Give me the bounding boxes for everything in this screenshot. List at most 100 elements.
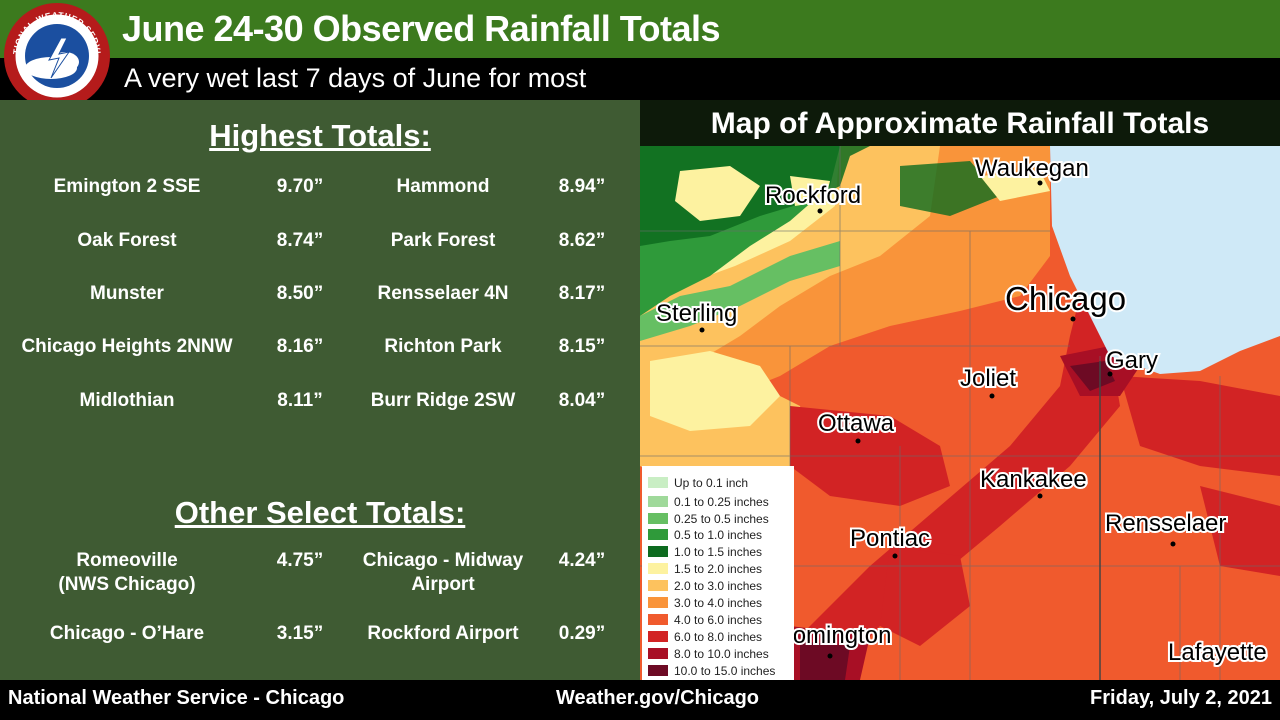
legend-item: 0.25 to 0.5 inches <box>648 511 769 527</box>
city-dot <box>699 327 705 333</box>
city-dot <box>817 208 823 214</box>
legend-swatch <box>648 631 668 643</box>
legend-item: 1.0 to 1.5 inches <box>648 544 762 560</box>
rain-zone <box>650 351 780 431</box>
rain-zone <box>675 166 760 221</box>
site-name: Romeoville (NWS Chicago) <box>0 549 254 597</box>
legend-item: 0.5 to 1.0 inches <box>648 527 762 543</box>
site-name: Chicago Heights 2NNW <box>21 336 233 357</box>
nws-logo: NATIONAL WEATHER SERVICE <box>3 2 110 109</box>
legend-swatch <box>648 513 668 525</box>
rain-total: 4.24” <box>558 550 606 571</box>
legend-item: 0.1 to 0.25 inches <box>648 494 769 510</box>
rain-total: 4.75” <box>276 550 324 571</box>
highest-totals-heading: Highest Totals: <box>209 118 431 153</box>
site-name: Emington 2 SSE <box>53 176 201 197</box>
rain-total: 8.16” <box>276 336 324 357</box>
subtitle-bar <box>0 58 1280 100</box>
map-title: Map of Approximate Rainfall Totals <box>640 100 1280 146</box>
legend-swatch <box>648 496 668 508</box>
city-label: Rockford <box>765 182 861 209</box>
city-label: Lafayette <box>1168 639 1267 666</box>
legend-swatch <box>648 580 668 592</box>
footer-bar <box>0 680 1280 720</box>
rain-total: 8.94” <box>558 176 606 197</box>
rain-total: 8.50” <box>276 283 324 304</box>
site-name: Chicago - O’Hare <box>49 623 205 644</box>
rain-total: 8.74” <box>276 230 324 251</box>
legend-label: 0.5 to 1.0 inches <box>674 528 763 542</box>
footer-url[interactable]: Weather.gov/Chicago <box>556 687 760 709</box>
legend-swatch <box>648 648 668 660</box>
city-label: Kankakee <box>980 466 1087 493</box>
city-dot <box>855 438 861 444</box>
city-dot <box>827 653 833 659</box>
site-name: Rensselaer 4N <box>377 283 509 304</box>
lake-michigan <box>1050 146 1280 374</box>
rain-zone <box>1120 376 1280 476</box>
legend-label: 8.0 to 10.0 inches <box>674 647 769 661</box>
page-title: June 24-30 Observed Rainfall Totals <box>122 8 721 49</box>
rain-total: 8.15” <box>558 336 606 357</box>
legend-swatch <box>648 546 668 558</box>
city-label: Rensselaer <box>1105 510 1226 537</box>
site-name: Munster <box>90 283 164 304</box>
legend-item: 4.0 to 6.0 inches <box>648 612 762 628</box>
city-dot <box>1037 180 1043 186</box>
legend-label: 6.0 to 8.0 inches <box>674 630 763 644</box>
city-dot <box>892 553 898 559</box>
site-name-line: Airport <box>411 574 475 595</box>
legend-label: Up to 0.1 inch <box>674 476 749 490</box>
rain-total: 3.15” <box>276 623 324 644</box>
city-label: Pontiac <box>850 525 930 552</box>
legend-item: 10.0 to 15.0 inches <box>648 663 775 679</box>
rain-zone <box>1070 361 1115 391</box>
map-legend: Up to 0.1 inch 0.1 to 0.25 inches 0.25 t… <box>642 466 794 680</box>
legend-item: 2.0 to 3.0 inches <box>648 578 762 594</box>
site-name: Richton Park <box>384 336 502 357</box>
footer-date: Friday, July 2, 2021 <box>1090 687 1272 709</box>
legend-label: 4.0 to 6.0 inches <box>674 613 763 627</box>
other-totals-heading: Other Select Totals: <box>174 495 466 530</box>
rain-total: 0.29” <box>558 623 606 644</box>
site-name: Park Forest <box>390 230 496 251</box>
rain-zone <box>980 171 1050 201</box>
legend-label: 0.1 to 0.25 inches <box>674 495 769 509</box>
site-name: Burr Ridge 2SW <box>370 390 516 411</box>
city-dot <box>1037 493 1043 499</box>
site-name: Chicago - Midway Airport <box>338 549 548 597</box>
header-bar <box>0 0 1280 58</box>
legend-swatch <box>648 529 668 541</box>
legend-item: 1.5 to 2.0 inches <box>648 561 762 577</box>
site-name-line: Chicago - Midway <box>362 550 524 571</box>
site-name: Rockford Airport <box>367 623 519 644</box>
rain-zone <box>800 641 850 680</box>
city-label: Chicago <box>1005 280 1126 317</box>
rain-zone <box>900 161 1000 216</box>
rain-total: 8.62” <box>558 230 606 251</box>
legend-label: 1.5 to 2.0 inches <box>674 562 763 576</box>
city-label: Sterling <box>656 300 737 327</box>
city-dot <box>1107 371 1113 377</box>
footer-office: National Weather Service - Chicago <box>8 687 345 709</box>
legend-swatch <box>648 597 668 609</box>
city-label: Waukegan <box>975 155 1089 182</box>
city-label: Joliet <box>960 365 1016 392</box>
page-subtitle: A very wet last 7 days of June for most <box>124 63 587 93</box>
legend-label: 3.0 to 4.0 inches <box>674 596 763 610</box>
legend-swatch <box>648 665 668 677</box>
site-name: Midlothian <box>79 390 175 411</box>
legend-item: Up to 0.1 inch <box>648 475 748 491</box>
site-name: Hammond <box>396 176 490 197</box>
legend-item: 6.0 to 8.0 inches <box>648 629 762 645</box>
legend-item: 3.0 to 4.0 inches <box>648 595 762 611</box>
legend-label: 1.0 to 1.5 inches <box>674 545 763 559</box>
legend-swatch <box>648 614 668 626</box>
rain-zone <box>640 241 840 341</box>
legend-label: 10.0 to 15.0 inches <box>674 664 776 678</box>
legend-swatch <box>648 563 668 575</box>
rain-total: 8.11” <box>277 390 323 411</box>
legend-swatch <box>648 477 668 489</box>
city-dot <box>989 393 995 399</box>
site-name-line: (NWS Chicago) <box>58 574 196 595</box>
